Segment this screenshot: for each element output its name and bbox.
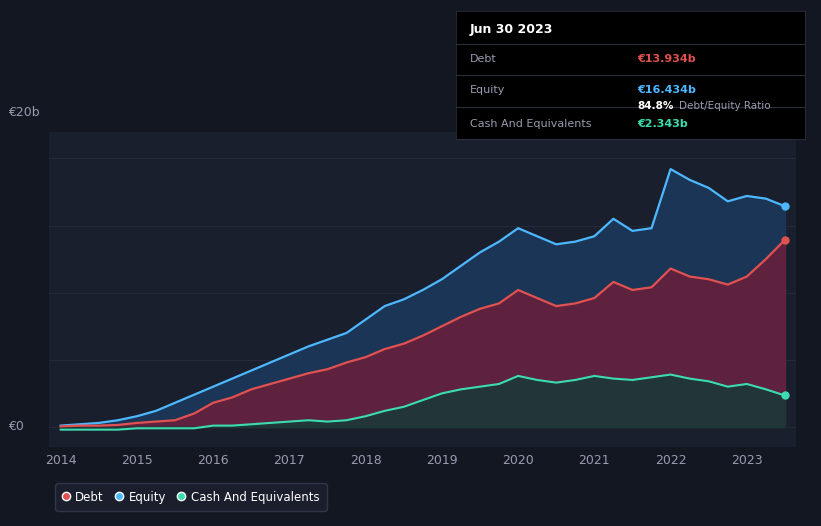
Text: Equity: Equity bbox=[470, 85, 505, 95]
Text: €0: €0 bbox=[8, 420, 24, 433]
Text: Debt: Debt bbox=[470, 55, 497, 65]
Text: Debt/Equity Ratio: Debt/Equity Ratio bbox=[679, 101, 771, 111]
Text: Jun 30 2023: Jun 30 2023 bbox=[470, 23, 553, 36]
Legend: Debt, Equity, Cash And Equivalents: Debt, Equity, Cash And Equivalents bbox=[55, 483, 327, 511]
Text: Cash And Equivalents: Cash And Equivalents bbox=[470, 119, 591, 129]
Text: €13.934b: €13.934b bbox=[637, 55, 695, 65]
Text: €20b: €20b bbox=[8, 106, 39, 119]
Text: €2.343b: €2.343b bbox=[637, 119, 688, 129]
Text: 84.8%: 84.8% bbox=[637, 101, 673, 111]
Text: €16.434b: €16.434b bbox=[637, 85, 696, 95]
